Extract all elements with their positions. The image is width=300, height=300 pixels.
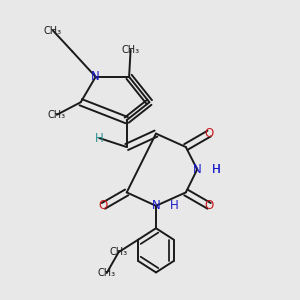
Text: H: H — [170, 199, 179, 212]
Text: O: O — [205, 199, 214, 212]
Text: O: O — [205, 127, 214, 140]
Text: N: N — [193, 163, 202, 176]
Text: H: H — [212, 163, 221, 176]
Text: CH₃: CH₃ — [98, 268, 116, 278]
Text: CH₃: CH₃ — [122, 45, 140, 55]
Text: N: N — [91, 70, 100, 83]
Text: O: O — [99, 199, 108, 212]
Text: CH₃: CH₃ — [48, 110, 66, 120]
Text: CH₃: CH₃ — [110, 247, 128, 257]
Text: CH₃: CH₃ — [44, 26, 62, 36]
Text: H: H — [212, 163, 221, 176]
Text: H: H — [95, 132, 103, 145]
Text: N: N — [152, 199, 160, 212]
